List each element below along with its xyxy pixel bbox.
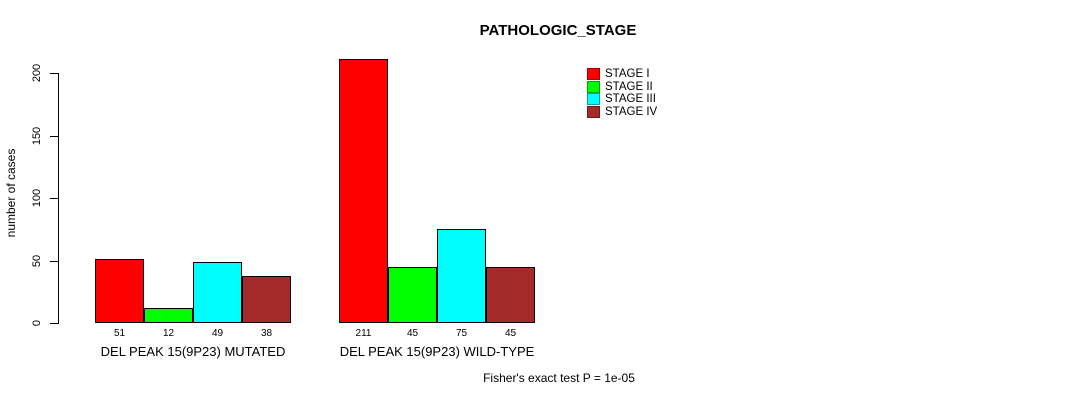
bar-stage-iv-del-peak-15-9p23-wild-type — [486, 266, 535, 323]
group-label-del-peak-15-9p23-mutated: DEL PEAK 15(9P23) MUTATED — [100, 344, 286, 359]
legend-swatch — [587, 80, 600, 93]
y-axis-title: number of cases — [4, 148, 18, 238]
bar-value-label: 12 — [162, 328, 175, 339]
bar-value-label: 75 — [455, 328, 468, 339]
legend-label: STAGE IV — [605, 105, 658, 118]
bar-value-label: 45 — [406, 328, 419, 339]
legend-label: STAGE I — [605, 68, 650, 80]
y-tick-label: 100 — [31, 188, 43, 208]
footnote: Fisher's exact test P = 1e-05 — [483, 371, 635, 385]
y-tick-mark — [50, 73, 58, 74]
bar-value-label: 51 — [113, 328, 126, 339]
y-tick-mark — [50, 198, 58, 199]
bar-stage-i-del-peak-15-9p23-wild-type — [339, 59, 388, 323]
y-tick-label: 0 — [31, 319, 43, 327]
chart-title: PATHOLOGIC_STAGE — [479, 22, 637, 39]
bar-stage-ii-del-peak-15-9p23-mutated — [144, 308, 193, 323]
y-tick-label: 200 — [31, 63, 43, 83]
bar-stage-i-del-peak-15-9p23-mutated — [95, 259, 144, 323]
y-tick-mark — [50, 135, 58, 137]
bar-stage-iv-del-peak-15-9p23-mutated — [242, 275, 291, 323]
y-tick-label: 50 — [31, 254, 43, 267]
bar-value-label: 211 — [355, 328, 372, 339]
bar-stage-ii-del-peak-15-9p23-wild-type — [388, 266, 437, 323]
y-tick-label: 150 — [31, 126, 43, 145]
legend-item-stage-i: STAGE I — [587, 68, 650, 80]
group-label-del-peak-15-9p23-wild-type: DEL PEAK 15(9P23) WILD-TYPE — [339, 344, 535, 359]
legend-item-stage-ii: STAGE II — [587, 80, 653, 93]
y-tick-mark — [50, 260, 58, 262]
legend-label: STAGE II — [605, 80, 653, 93]
bar-stage-iii-del-peak-15-9p23-wild-type — [437, 229, 486, 323]
legend-swatch — [587, 68, 600, 80]
bar-value-label: 45 — [504, 328, 517, 339]
legend-item-stage-iii: STAGE III — [587, 93, 656, 105]
legend-label: STAGE III — [605, 93, 656, 105]
y-axis-line — [58, 73, 59, 324]
bar-value-label: 49 — [211, 328, 224, 339]
bar-value-label: 38 — [260, 328, 273, 339]
legend-swatch — [587, 93, 600, 105]
legend-swatch — [587, 105, 600, 118]
y-tick-mark — [50, 323, 58, 324]
bar-stage-iii-del-peak-15-9p23-mutated — [193, 261, 242, 323]
legend-item-stage-iv: STAGE IV — [587, 105, 658, 118]
